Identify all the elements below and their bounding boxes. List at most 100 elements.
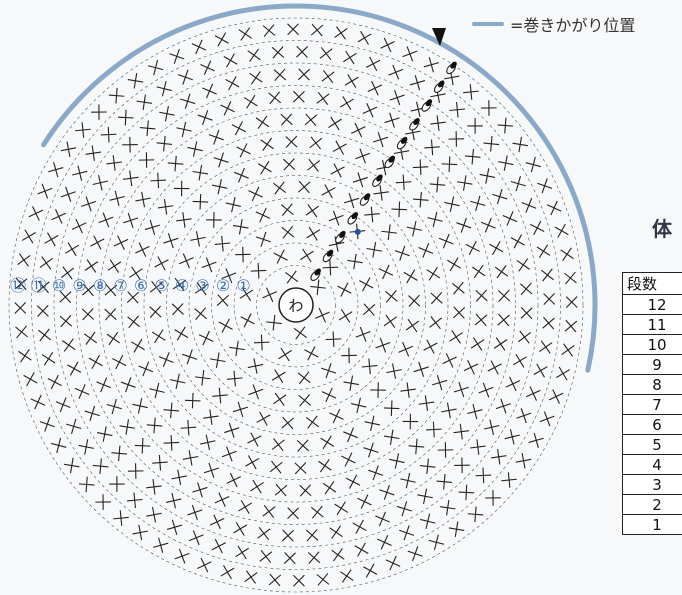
stitch-x	[564, 319, 578, 333]
magic-ring-label: わ	[288, 297, 303, 315]
stitch-x	[345, 474, 361, 489]
stitch-x	[78, 476, 95, 493]
stitch-x	[95, 494, 111, 510]
stitch-x	[426, 266, 441, 281]
stitch-x	[210, 352, 226, 368]
table-row: 2	[622, 494, 682, 515]
table-header-cell: 段数	[622, 272, 682, 295]
stitch-x	[537, 178, 553, 194]
stitch-x	[260, 137, 274, 152]
stitch-x	[542, 316, 555, 330]
stitch-x	[214, 492, 230, 508]
stitch-x	[307, 158, 321, 172]
stitch-x	[429, 176, 446, 193]
stitch-x	[539, 411, 555, 427]
stitch-x	[171, 469, 187, 486]
stitch-x	[525, 386, 541, 401]
stitch-x	[470, 439, 486, 455]
stitch-x	[320, 435, 335, 450]
stitch-x	[293, 326, 307, 340]
row-number-cell: 11	[622, 314, 682, 335]
stitch-x	[334, 501, 349, 516]
stitch-x	[129, 266, 143, 280]
stitch-x	[341, 347, 357, 364]
stitch-x	[123, 212, 139, 228]
stitch-x	[402, 46, 418, 62]
round-label: ⑤	[154, 276, 168, 295]
legend-text: =巻きかがり位置	[510, 16, 636, 35]
stitch-x	[298, 180, 311, 194]
stitch-x	[426, 421, 442, 438]
stitch-x	[23, 372, 38, 387]
round-label: ②	[216, 276, 230, 295]
slip-stitch	[388, 155, 396, 163]
stitch-x	[126, 291, 140, 304]
slip-stitch	[314, 268, 321, 276]
stitch-x	[281, 416, 294, 430]
stitch-x	[38, 328, 51, 342]
stitch-x	[132, 524, 148, 541]
stitch-x	[332, 140, 347, 155]
stitch-x	[497, 313, 510, 327]
stitch-x	[253, 334, 270, 351]
start-arrow-icon	[432, 28, 446, 46]
stitch-x	[298, 394, 312, 407]
stitch-x	[225, 76, 240, 91]
stitch-x	[208, 129, 224, 145]
stitch-x	[419, 458, 436, 475]
stitch-x	[487, 360, 502, 375]
stitch-x	[28, 206, 44, 221]
stitch-x	[281, 225, 295, 239]
stitch-x	[283, 552, 296, 565]
stitch-x	[220, 101, 235, 116]
stitch-x	[338, 309, 353, 323]
stitch-x	[287, 507, 300, 520]
stitch-x	[111, 445, 128, 462]
stitch-x	[213, 152, 229, 168]
stitch-x	[269, 460, 283, 474]
stitch-x	[351, 122, 366, 138]
stitch-x	[475, 467, 492, 484]
stitch-x	[479, 168, 496, 184]
stitch-x	[194, 282, 209, 296]
stitch-x	[132, 398, 148, 414]
stitch-x	[389, 453, 405, 469]
stitch-x	[386, 363, 402, 379]
stitch-x	[113, 235, 129, 250]
stitch-x	[60, 141, 77, 157]
stitch-x	[321, 387, 337, 403]
table-body: 12 11 10 9 8 7 6 5 4 3 2 1	[622, 294, 682, 535]
stitch-x	[453, 382, 469, 398]
stitch-x	[423, 339, 438, 354]
stitch-x	[82, 283, 95, 297]
stitch-x	[321, 184, 336, 199]
stitch-x	[195, 370, 211, 386]
stitch-x	[202, 83, 217, 99]
stitch-x	[337, 282, 352, 297]
stitch-x	[197, 557, 212, 573]
stitch-x	[352, 519, 367, 534]
stitch-x	[564, 271, 577, 285]
stitch-x	[187, 141, 203, 157]
stitch-x	[201, 257, 217, 273]
stitch-x	[343, 375, 359, 391]
round-count-table: 段数 12 11 10 9 8 7 6 5 4 3 2 1	[622, 272, 682, 535]
stitch-x	[556, 366, 571, 381]
stitch-x	[357, 30, 372, 45]
stitch-x	[247, 432, 262, 447]
stitch-x	[216, 294, 230, 307]
stitch-x	[232, 401, 249, 418]
stitch-x	[108, 87, 125, 104]
stitch-x	[280, 203, 294, 216]
stitch-x	[150, 172, 166, 189]
stitch-x	[117, 109, 134, 126]
stitch-x	[107, 259, 122, 273]
stitch-x	[480, 217, 496, 233]
stitch-x	[366, 242, 382, 258]
stitch-x	[262, 24, 276, 37]
slip-stitch	[363, 193, 371, 201]
stitch-x	[363, 563, 378, 578]
stitch-x	[456, 217, 472, 233]
stitch-x	[262, 504, 276, 518]
stitch-x	[100, 126, 117, 143]
